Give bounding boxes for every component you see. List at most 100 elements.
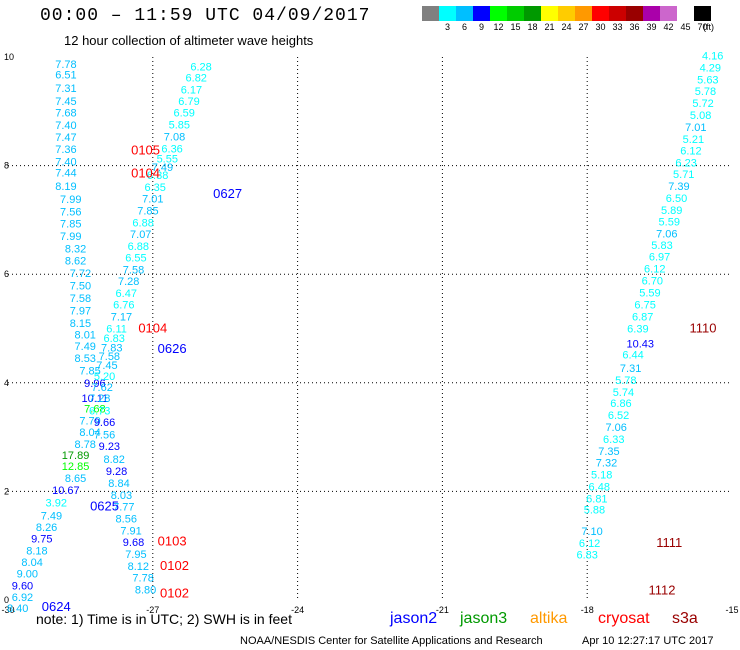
wave-height-label: 10.67	[52, 485, 80, 497]
chart-title: 00:00 – 11:59 UTC 04/09/2017	[40, 6, 371, 26]
wave-height-label: 6.12	[680, 146, 701, 158]
pass-number-label: 0103	[158, 534, 187, 549]
wave-height-label: 7.68	[84, 404, 105, 416]
pass-number-label: 1110	[690, 320, 717, 335]
wave-height-label: 7.85	[137, 205, 158, 217]
wave-height-label: 7.58	[99, 351, 120, 363]
pass-number-label: 0104	[131, 166, 160, 181]
wave-height-label: 6.55	[125, 253, 146, 265]
wave-height-label: 5.63	[697, 75, 718, 87]
wave-height-label: 9.23	[99, 441, 120, 453]
wave-height-label: 6.86	[610, 398, 631, 410]
color-scale-label: 70	[697, 22, 708, 32]
wave-height-label: 5.88	[584, 505, 605, 517]
y-tick-label: 4	[4, 378, 9, 388]
wave-height-label: 8.01	[75, 329, 96, 341]
wave-height-label: 7.31	[620, 363, 641, 375]
wave-height-label: 9.68	[123, 537, 144, 549]
wave-height-label: 7.78	[55, 59, 76, 71]
wave-height-label: 6.70	[642, 276, 663, 288]
color-scale-cell	[558, 6, 575, 21]
wave-height-label: 7.58	[70, 293, 91, 305]
wave-height-label: 8.04	[21, 557, 42, 569]
wave-height-label: 7.32	[596, 457, 617, 469]
color-scale-label: 42	[663, 22, 674, 32]
wave-height-label: 6.33	[603, 434, 624, 446]
color-scale-cell	[490, 6, 507, 21]
color-scale-cell	[456, 6, 473, 21]
wave-height-label: 7.78	[132, 573, 153, 585]
wave-height-label: 7.10	[581, 526, 602, 538]
wave-height-label: 8.78	[75, 439, 96, 451]
wave-height-label: 6.88	[132, 217, 153, 229]
plot-grid	[8, 57, 732, 600]
x-tick-label: -30	[1, 605, 14, 615]
wave-height-label: 5.18	[591, 469, 612, 481]
x-tick-label: -27	[146, 605, 159, 615]
wave-height-label: 5.71	[673, 169, 694, 181]
x-tick-label: -24	[291, 605, 304, 615]
wave-height-label: 6.38	[147, 170, 168, 182]
wave-height-label: 6.47	[116, 288, 137, 300]
wave-height-label: 7.99	[60, 194, 81, 206]
pass-number-label: 0102	[160, 558, 189, 573]
wave-height-label: 6.48	[589, 481, 610, 493]
color-scale-label: 12	[493, 22, 504, 32]
wave-height-label: 7.56	[94, 430, 115, 442]
wave-height-label: 7.58	[123, 265, 144, 277]
y-tick-label: 0	[4, 595, 9, 605]
wave-height-label: 9.75	[31, 533, 52, 545]
wave-height-label: 6.11	[106, 323, 127, 335]
color-scale-label: 30	[595, 22, 606, 32]
legend-item-s3a: s3a	[672, 610, 698, 627]
pass-number-label: 1112	[649, 583, 676, 598]
wave-height-label: 7.85	[79, 366, 100, 378]
legend-item-jason3: jason3	[460, 610, 508, 627]
wave-height-label: 8.56	[116, 513, 137, 525]
wave-height-label: 10.43	[627, 339, 655, 351]
wave-height-label: 6.92	[12, 592, 33, 604]
color-scale-label: 39	[646, 22, 657, 32]
wave-height-label: 5.85	[169, 120, 190, 132]
wave-height-label: 6.52	[608, 410, 629, 422]
color-scale-cell	[694, 6, 711, 21]
wave-height-label: 8.82	[103, 454, 124, 466]
wave-height-label: 7.95	[125, 549, 146, 561]
wave-height-label: 5.59	[639, 287, 660, 299]
wave-height-label: 7.17	[111, 311, 132, 323]
wave-height-label: 7.91	[120, 525, 141, 537]
wave-height-label: 7.49	[152, 162, 173, 174]
color-scale-cell	[592, 6, 609, 21]
wave-height-label: 7.07	[130, 229, 151, 241]
color-scale-label: 24	[561, 22, 572, 32]
wave-height-label: 10.11	[82, 393, 109, 405]
wave-height-label: 9.66	[94, 417, 115, 429]
wave-height-label: 8.53	[75, 353, 96, 365]
color-scale-cell	[422, 6, 439, 21]
wave-height-label: 5.89	[661, 205, 682, 217]
wave-height-label: 8.62	[65, 255, 86, 267]
x-tick-label: -15	[725, 605, 738, 615]
y-tick-label: 8	[4, 161, 9, 171]
color-scale-label: 3	[444, 22, 450, 32]
wave-height-label: 9.00	[17, 569, 38, 581]
wave-height-label: 7.08	[164, 132, 185, 144]
wave-height-label: 6.97	[649, 252, 670, 264]
wave-height-label: 8.15	[70, 318, 91, 330]
color-scale-label: 6	[461, 22, 467, 32]
y-tick-label: 10	[4, 52, 14, 62]
color-scale-cell	[677, 6, 694, 21]
wave-height-label: 7.28	[89, 393, 110, 405]
wave-height-label: 6.88	[128, 241, 149, 253]
wave-height-label: 7.49	[41, 511, 62, 523]
wave-height-label: 6.39	[627, 323, 648, 335]
color-scale-label: 36	[629, 22, 640, 32]
color-scale-label: 9	[478, 22, 484, 32]
wave-height-label: 7.47	[55, 132, 76, 144]
color-scale-label: 15	[510, 22, 521, 32]
wave-height-label: 17.89	[62, 450, 90, 462]
pass-number-label: 0627	[213, 186, 242, 201]
wave-height-label: 7.31	[55, 83, 76, 95]
color-scale-cell	[660, 6, 677, 21]
wave-height-label: 7.45	[96, 360, 117, 372]
